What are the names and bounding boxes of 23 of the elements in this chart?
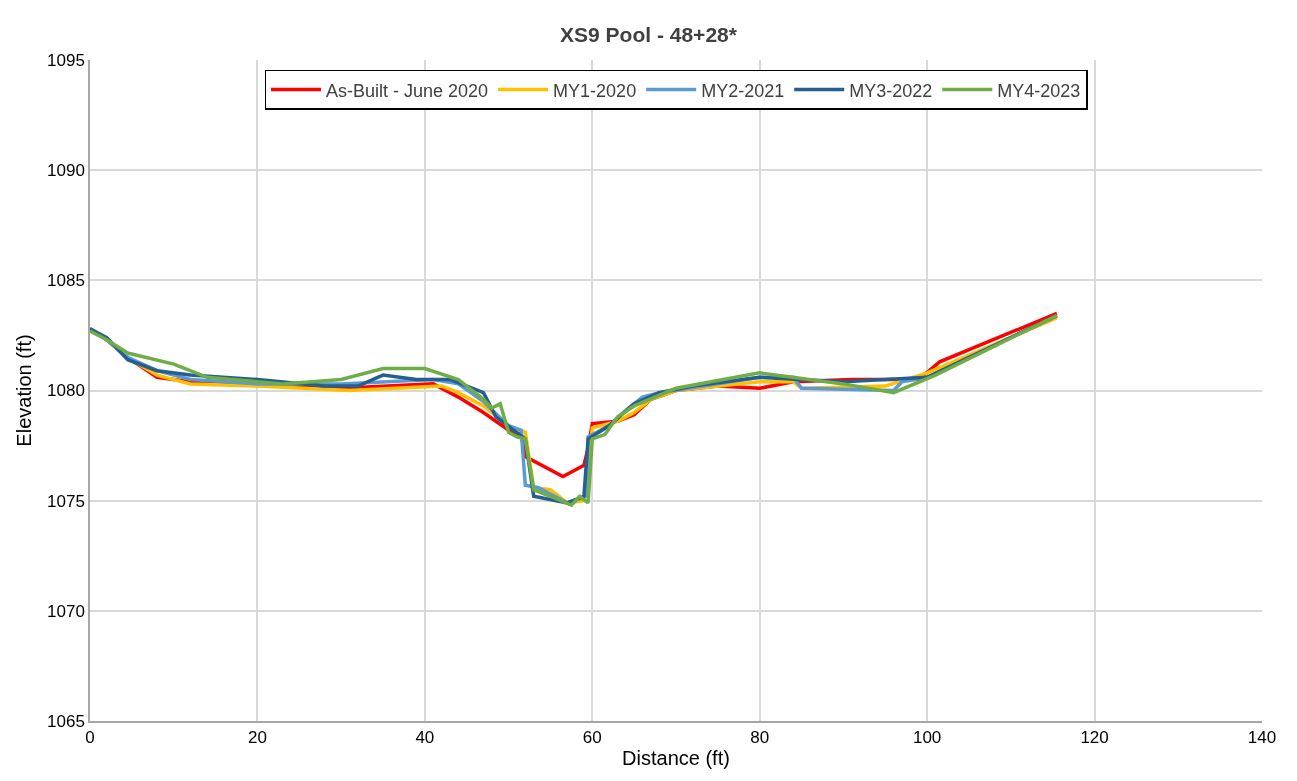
x-tick-label: 120 (1080, 728, 1109, 748)
y-tick-label: 1090 (47, 161, 85, 181)
x-tick-label: 0 (85, 728, 95, 748)
legend-label: MY2-2021 (701, 80, 785, 101)
x-tick-label: 40 (415, 728, 435, 748)
y-tick-label: 1095 (47, 50, 85, 70)
legend-label: MY4-2023 (997, 80, 1081, 101)
x-axis-title: Distance (ft) (622, 747, 730, 770)
y-tick-label: 1065 (47, 711, 85, 731)
y-tick-label: 1085 (47, 271, 85, 291)
x-tick-label: 80 (750, 728, 770, 748)
y-axis-title: Elevation (ft) (13, 334, 36, 447)
y-tick-label: 1080 (47, 381, 85, 401)
x-tick-label: 20 (247, 728, 267, 748)
legend-label: MY1-2020 (553, 80, 637, 101)
legend-label: As-Built - June 2020 (326, 80, 489, 101)
x-tick-label: 140 (1247, 728, 1277, 748)
legend-label: MY3-2022 (849, 80, 933, 101)
chart-title: XS9 Pool - 48+28* (560, 23, 738, 47)
y-tick-label: 1075 (47, 491, 85, 511)
x-tick-label: 60 (582, 728, 602, 748)
y-tick-label: 1070 (47, 601, 85, 621)
x-tick-label: 100 (912, 728, 942, 748)
